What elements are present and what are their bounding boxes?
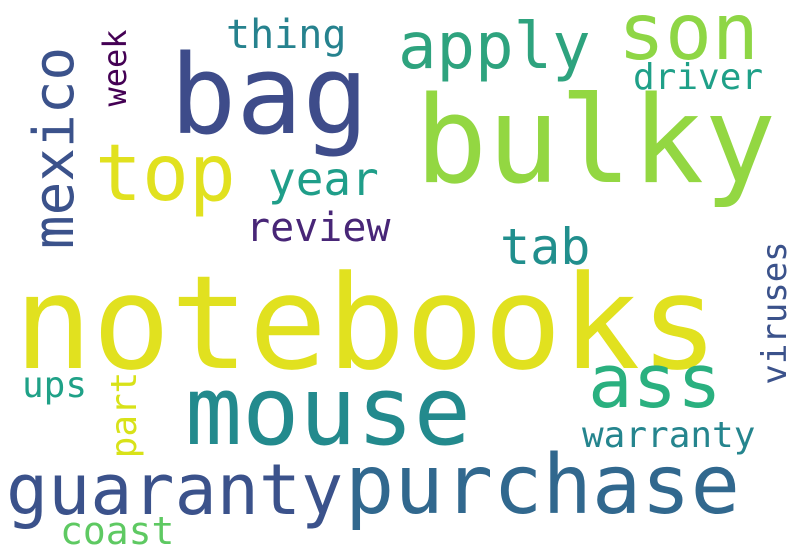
word-warranty: warranty (582, 415, 756, 456)
word-ass: ass (588, 339, 722, 425)
word-son: son (618, 0, 759, 78)
word-week: week (96, 29, 134, 107)
word-mouse: mouse (185, 357, 471, 467)
word-driver: driver (633, 57, 764, 98)
word-notebooks: notebooks (14, 247, 719, 399)
word-viruses: viruses (755, 241, 795, 385)
word-thing: thing (226, 12, 347, 58)
word-tab: tab (500, 218, 591, 276)
word-top: top (95, 129, 236, 219)
word-apply: apply (398, 10, 591, 84)
word-coast: coast (60, 509, 175, 553)
word-review: review (246, 205, 391, 251)
word-year: year (268, 152, 379, 206)
word-mexico: mexico (22, 46, 87, 250)
word-part: part (104, 371, 145, 459)
word-guaranty: guaranty (6, 449, 344, 531)
word-bulky: bulky (415, 72, 777, 211)
word-bag: bag (170, 31, 369, 159)
word-ups: ups (22, 365, 88, 406)
word-purchase: purchase (345, 438, 740, 533)
